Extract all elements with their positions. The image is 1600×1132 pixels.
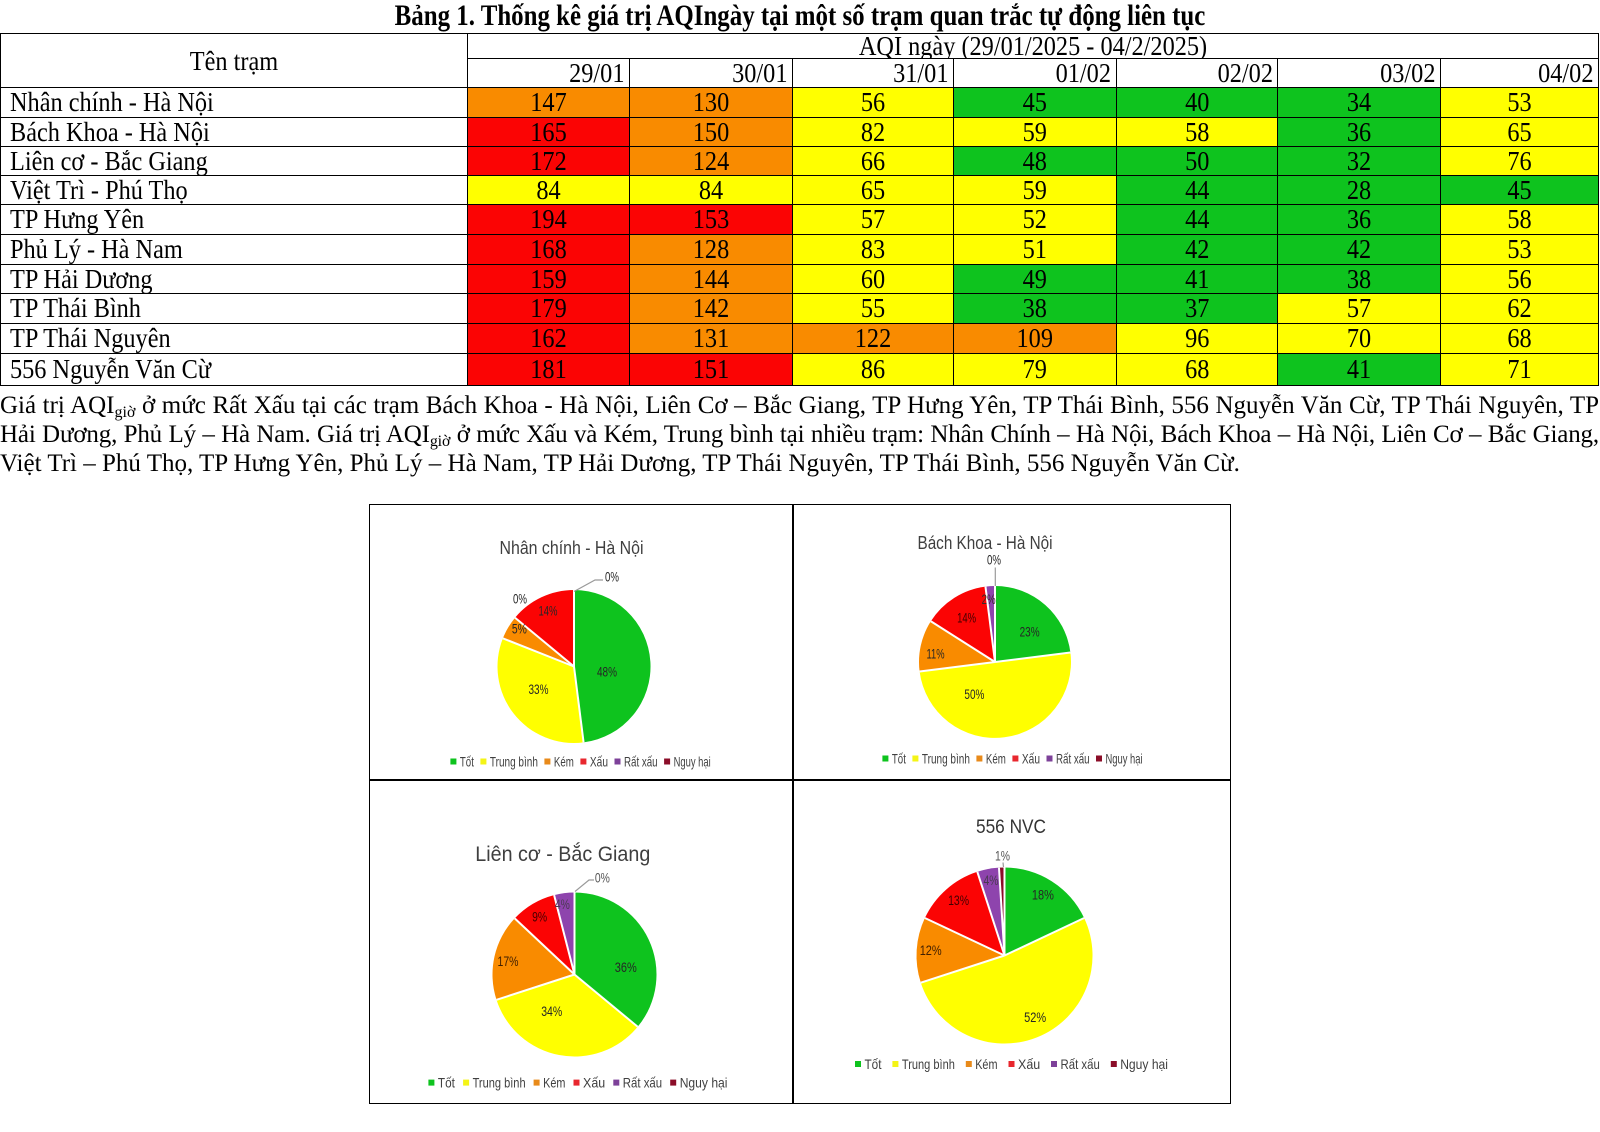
svg-text:0%: 0% <box>605 569 619 585</box>
svg-text:Kém: Kém <box>543 1075 565 1091</box>
svg-text:18%: 18% <box>1032 887 1054 903</box>
svg-text:Nguy hại: Nguy hại <box>680 1075 728 1091</box>
svg-text:Tốt: Tốt <box>892 750 906 766</box>
svg-text:Xấu: Xấu <box>583 1075 605 1091</box>
svg-text:Rất xấu: Rất xấu <box>1061 1056 1100 1072</box>
svg-text:50%: 50% <box>964 686 984 702</box>
svg-text:13%: 13% <box>948 892 969 908</box>
svg-text:Tốt: Tốt <box>460 753 474 769</box>
svg-text:Xấu: Xấu <box>1018 1056 1040 1072</box>
svg-text:Nguy hại: Nguy hại <box>1120 1056 1168 1072</box>
svg-text:Xấu: Xấu <box>590 753 608 769</box>
svg-text:12%: 12% <box>920 942 942 958</box>
svg-text:Trung bình: Trung bình <box>922 750 970 766</box>
svg-text:Rất xấu: Rất xấu <box>624 753 658 769</box>
svg-text:Liên cơ - Bắc Giang: Liên cơ - Bắc Giang <box>475 841 650 866</box>
svg-text:Rất xấu: Rất xấu <box>623 1075 662 1091</box>
svg-text:Trung bình: Trung bình <box>473 1075 526 1091</box>
svg-text:34%: 34% <box>541 1003 562 1019</box>
svg-text:Kém: Kém <box>554 753 574 769</box>
svg-text:Nguy hại: Nguy hại <box>1106 750 1143 766</box>
svg-text:Rất xấu: Rất xấu <box>1056 750 1090 766</box>
svg-text:Tốt: Tốt <box>438 1075 455 1091</box>
svg-text:4%: 4% <box>555 896 570 912</box>
svg-text:48%: 48% <box>597 664 617 680</box>
svg-text:Kém: Kém <box>975 1056 997 1072</box>
svg-text:Nguy hại: Nguy hại <box>674 753 711 769</box>
svg-text:0%: 0% <box>513 591 527 607</box>
svg-text:1%: 1% <box>995 848 1010 864</box>
svg-text:Trung bình: Trung bình <box>490 753 538 769</box>
svg-text:2%: 2% <box>982 591 996 607</box>
svg-text:556 NVC: 556 NVC <box>976 817 1046 838</box>
svg-text:Trung bình: Trung bình <box>902 1056 955 1072</box>
svg-text:Nhân chính - Hà Nội: Nhân chính - Hà Nội <box>500 538 644 558</box>
svg-text:Xấu: Xấu <box>1022 750 1040 766</box>
svg-text:Tốt: Tốt <box>865 1056 882 1072</box>
svg-text:17%: 17% <box>498 953 519 969</box>
svg-text:Bách Khoa - Hà Nội: Bách Khoa - Hà Nội <box>918 533 1053 553</box>
svg-text:5%: 5% <box>512 621 527 637</box>
svg-text:11%: 11% <box>927 646 945 662</box>
svg-text:23%: 23% <box>1020 624 1040 640</box>
svg-text:52%: 52% <box>1024 1009 1046 1025</box>
svg-text:33%: 33% <box>529 681 549 697</box>
svg-text:4%: 4% <box>984 872 999 888</box>
svg-text:36%: 36% <box>615 959 637 975</box>
svg-text:14%: 14% <box>957 610 976 626</box>
svg-text:0%: 0% <box>987 552 1001 568</box>
svg-text:9%: 9% <box>532 909 547 925</box>
svg-text:14%: 14% <box>539 603 558 619</box>
svg-text:Kém: Kém <box>986 750 1006 766</box>
svg-text:0%: 0% <box>595 869 610 885</box>
